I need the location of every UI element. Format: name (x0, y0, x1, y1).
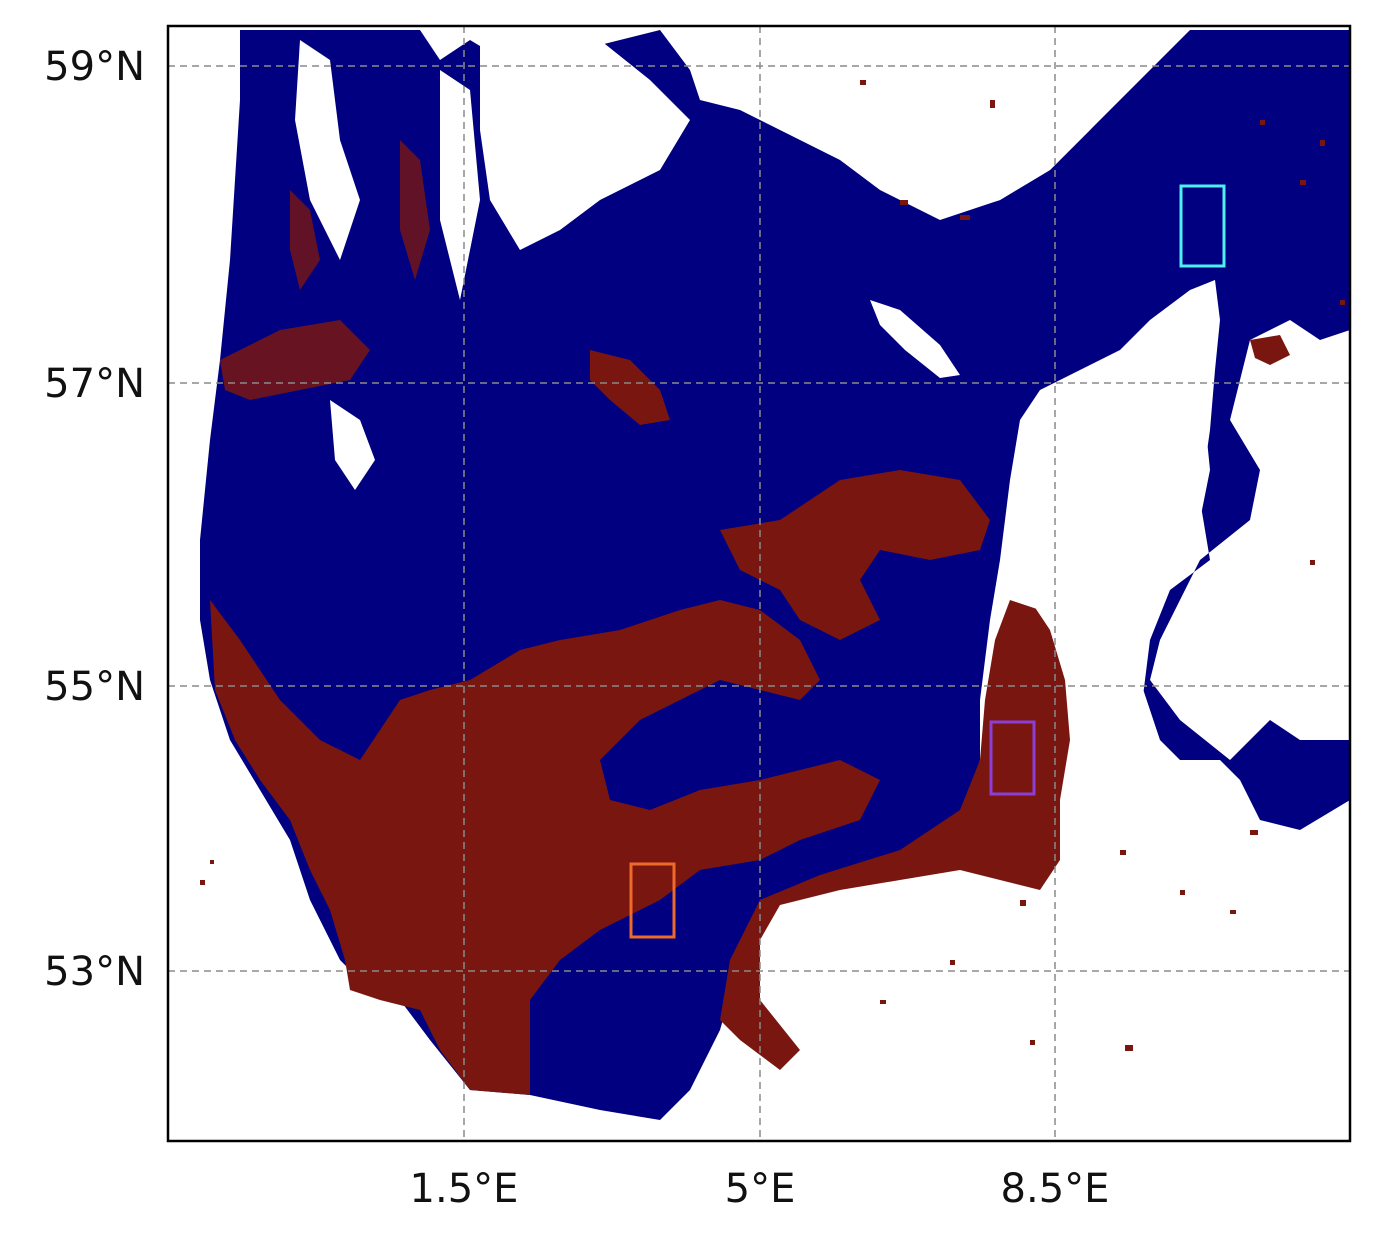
x-tick-label-5: 5°E (725, 1166, 796, 1212)
land-gap-west-1 (330, 400, 375, 490)
region-box-cyan (1179, 184, 1226, 268)
land-gap-north (480, 30, 690, 250)
speckle-group (200, 80, 1345, 1051)
grid-lines (168, 26, 1350, 1141)
sea-class-b-west-fringe (220, 320, 370, 400)
land-danish-islands-2 (1270, 545, 1350, 720)
sea-class-b-skagerrak-patch (1250, 335, 1290, 365)
y-tick-label-53: 53°N (44, 949, 145, 995)
region-box-orange (629, 862, 676, 939)
region-box-purple (989, 720, 1036, 796)
sea-class-b-west-fringe-2 (290, 190, 320, 290)
land-danish-islands (1170, 590, 1260, 700)
land-gap-west-3 (440, 70, 480, 300)
land-denmark (1020, 280, 1215, 880)
plot-frame (166, 24, 1352, 1143)
land-gap-west-2 (295, 40, 360, 260)
sea-class-b-east (720, 600, 1080, 1070)
x-tick-label-1-5: 1.5°E (410, 1166, 519, 1212)
x-tick-label-8-5: 8.5°E (1001, 1166, 1110, 1212)
sea-class-b-central (720, 470, 990, 640)
y-tick-label-59: 59°N (44, 44, 145, 90)
y-tick-label-55: 55°N (44, 664, 145, 710)
land-norway-sweden (700, 30, 1160, 215)
y-tick-label-57: 57°N (44, 361, 145, 407)
land-gap-skagerrak-island (870, 300, 960, 378)
sea-class-b-north-patch (590, 350, 670, 425)
sea-class-b-west-fringe-3 (400, 140, 430, 280)
